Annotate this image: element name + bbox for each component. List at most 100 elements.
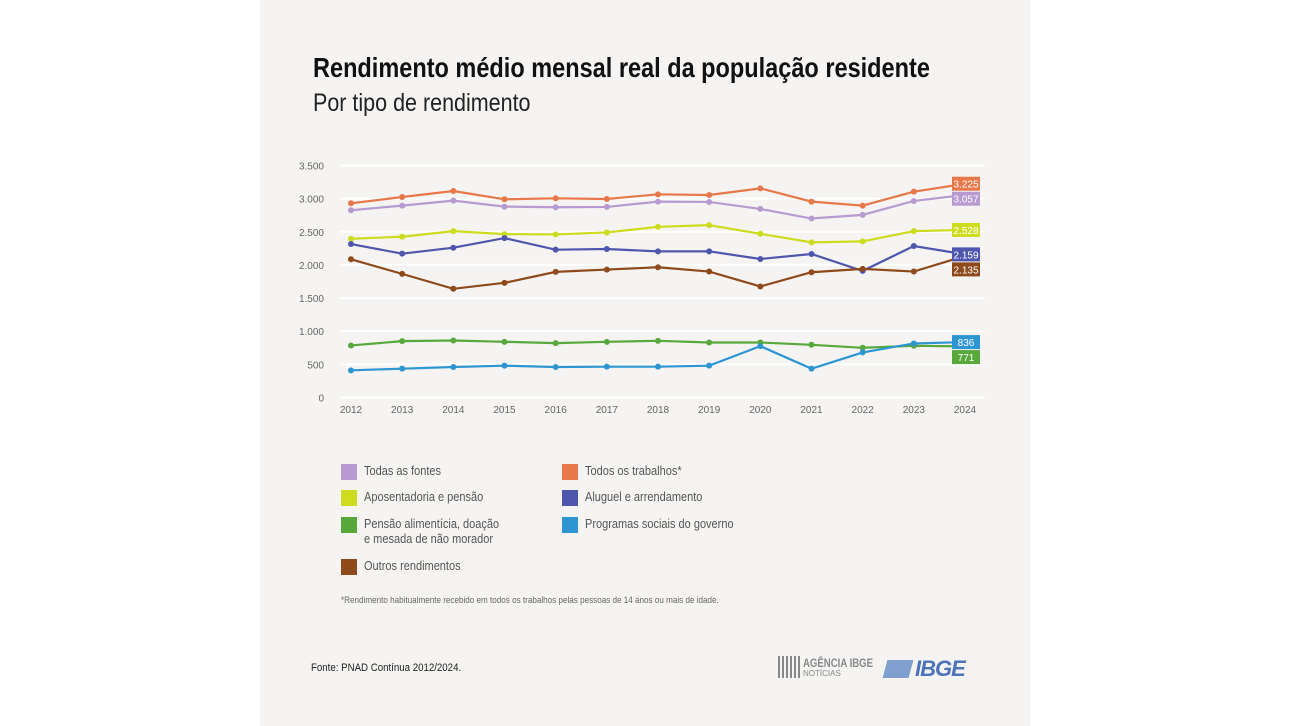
data-point bbox=[706, 198, 713, 205]
footnote: *Rendimento habitualmente recebido em to… bbox=[341, 595, 719, 605]
data-point bbox=[501, 279, 508, 286]
data-point bbox=[399, 193, 406, 200]
data-point bbox=[552, 195, 559, 202]
data-point bbox=[399, 250, 406, 257]
end-label-box bbox=[952, 262, 980, 277]
data-point bbox=[706, 362, 713, 369]
legend-label-group: Pensão alimentícia, doação e mesada de n… bbox=[364, 517, 518, 547]
legend-label: Aluguel e arrendamento bbox=[585, 490, 703, 504]
legend-label: Pensão alimentícia, doação bbox=[364, 517, 500, 531]
data-point bbox=[757, 185, 764, 192]
agencia-ibge-logo: AGÊNCIA IBGE NOTÍCIAS bbox=[778, 656, 891, 678]
end-label-box bbox=[952, 222, 980, 237]
y-tick-label: 1.500 bbox=[299, 294, 324, 305]
y-tick-label: 3.500 bbox=[299, 162, 324, 173]
y-tick-label: 3.000 bbox=[299, 195, 324, 206]
data-point bbox=[808, 341, 815, 348]
legend-label: Todos os trabalhos* bbox=[585, 464, 682, 478]
data-point bbox=[450, 244, 457, 251]
data-point bbox=[808, 365, 815, 372]
y-tick-label: 0 bbox=[318, 394, 324, 405]
data-point bbox=[655, 198, 661, 205]
data-point bbox=[501, 196, 508, 203]
data-point bbox=[399, 365, 406, 372]
x-tick-label: 2014 bbox=[442, 405, 465, 416]
data-point bbox=[757, 255, 764, 262]
legend-item-todas-fontes: Todas as fontes bbox=[341, 464, 452, 480]
data-point bbox=[808, 239, 815, 246]
data-point bbox=[450, 285, 457, 292]
end-value-label: 3.057 bbox=[953, 195, 978, 206]
x-tick-label: 2013 bbox=[391, 405, 414, 416]
legend-swatch bbox=[562, 517, 578, 533]
legend-item-outros: Outros rendimentos bbox=[341, 559, 474, 575]
data-point bbox=[552, 364, 559, 371]
data-point bbox=[603, 229, 610, 236]
end-value-label: 771 bbox=[958, 353, 975, 364]
data-point bbox=[910, 340, 917, 347]
legend-item-aposentadoria: Aposentadoria e pensão bbox=[341, 490, 500, 506]
data-point bbox=[859, 211, 866, 218]
data-point bbox=[859, 202, 866, 209]
data-point bbox=[450, 337, 457, 344]
data-point bbox=[655, 223, 661, 230]
data-point bbox=[348, 200, 354, 207]
legend-item-todos-trabalhos: Todos os trabalhos* bbox=[562, 464, 695, 480]
ibge-mark-icon bbox=[882, 660, 914, 678]
end-label-box bbox=[952, 247, 980, 262]
chart-title: Rendimento médio mensal real da populaçã… bbox=[313, 52, 930, 83]
end-label-box bbox=[952, 191, 980, 206]
data-point bbox=[552, 231, 559, 238]
data-point bbox=[450, 364, 457, 371]
data-point bbox=[757, 205, 764, 212]
logo-text: AGÊNCIA IBGE bbox=[803, 655, 874, 670]
data-point bbox=[655, 191, 661, 198]
data-point bbox=[450, 188, 457, 195]
data-point bbox=[399, 338, 406, 345]
data-point bbox=[706, 222, 713, 229]
data-point bbox=[757, 343, 764, 350]
legend-item-programas-sociais: Programas sociais do governo bbox=[562, 517, 754, 533]
end-value-label: 3.225 bbox=[953, 180, 978, 191]
y-tick-label: 1.000 bbox=[299, 327, 324, 338]
data-point bbox=[552, 204, 559, 211]
x-tick-label: 2024 bbox=[954, 405, 977, 416]
data-point bbox=[348, 367, 354, 374]
data-point bbox=[655, 337, 661, 344]
x-tick-label: 2023 bbox=[903, 405, 926, 416]
data-point bbox=[552, 246, 559, 253]
data-point bbox=[910, 228, 917, 235]
legend-swatch bbox=[562, 490, 578, 506]
data-point bbox=[348, 241, 354, 248]
data-point bbox=[501, 203, 508, 210]
logo-subtext: NOTÍCIAS bbox=[803, 668, 841, 678]
end-value-label: 836 bbox=[958, 338, 975, 349]
data-point bbox=[603, 338, 610, 345]
series-line bbox=[350, 254, 966, 290]
data-point bbox=[399, 202, 406, 209]
x-tick-label: 2017 bbox=[596, 405, 619, 416]
legend-label: Aposentadoria e pensão bbox=[364, 490, 484, 504]
data-point bbox=[501, 362, 508, 369]
data-point bbox=[808, 198, 815, 205]
legend-label-line2: e mesada de não morador bbox=[364, 532, 494, 546]
data-point bbox=[757, 283, 764, 290]
data-point bbox=[655, 363, 661, 370]
source-note: Fonte: PNAD Contínua 2012/2024. bbox=[311, 662, 462, 674]
data-point bbox=[603, 195, 610, 202]
x-tick-label: 2022 bbox=[852, 405, 875, 416]
legend-label: Outros rendimentos bbox=[364, 559, 461, 573]
data-point bbox=[910, 268, 917, 275]
data-point bbox=[859, 238, 866, 245]
data-point bbox=[706, 339, 713, 346]
data-point bbox=[348, 256, 354, 263]
data-point bbox=[603, 363, 610, 370]
data-point bbox=[706, 248, 713, 255]
data-point bbox=[603, 246, 610, 253]
end-label-box bbox=[952, 176, 980, 191]
data-point bbox=[450, 197, 457, 204]
legend-item-aluguel: Aluguel e arrendamento bbox=[562, 490, 718, 506]
data-point bbox=[603, 266, 610, 273]
data-point bbox=[348, 207, 354, 214]
data-point bbox=[655, 264, 661, 271]
